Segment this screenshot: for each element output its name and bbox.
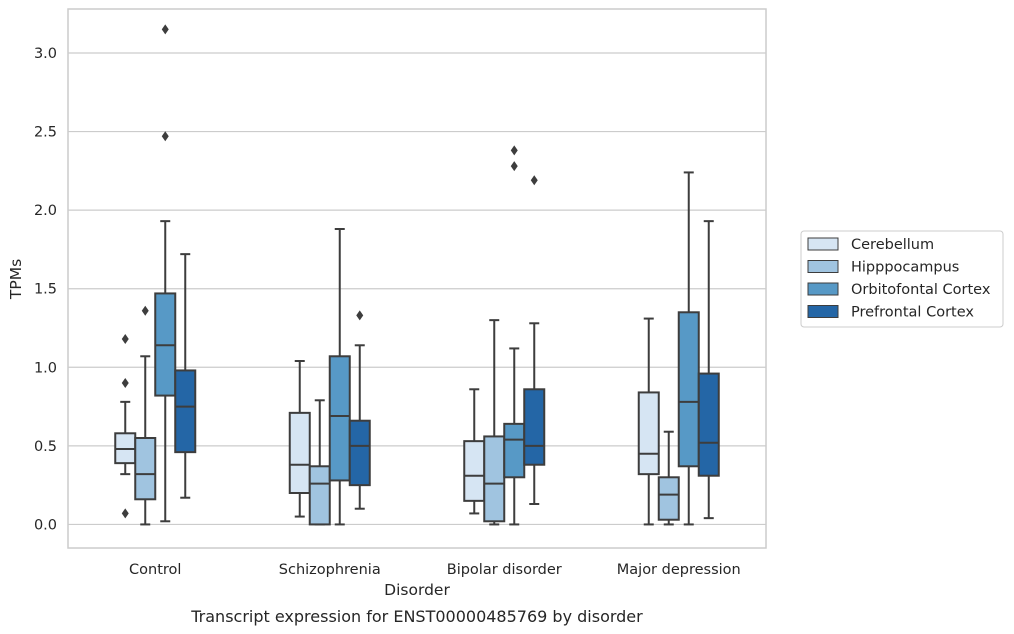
box-prefrontal-cortex (697, 220, 720, 520)
x-axis-label: Disorder (384, 581, 450, 599)
legend-swatch (807, 282, 839, 296)
x-tick-label: Schizophrenia (279, 562, 381, 578)
box-body (348, 419, 371, 487)
box-orbitofontal-cortex (677, 171, 700, 526)
grid-lines (68, 52, 766, 526)
legend: Cerebellum Hipppocampus Orbitofontal Corte… (800, 230, 1004, 328)
box-hipppocampus (483, 319, 506, 526)
outlier-point (121, 508, 129, 519)
outlier-point (161, 131, 169, 142)
legend-label: Orbitofontal Cortex (851, 282, 991, 298)
x-tick-label: Bipolar disorder (447, 562, 562, 578)
box-body (697, 372, 720, 477)
box-hipppocampus (134, 305, 157, 526)
outlier-point (161, 24, 169, 35)
y-tick-label: 2.0 (34, 203, 57, 219)
box-body (308, 465, 331, 526)
box-body (637, 391, 660, 476)
y-tick-label: 1.0 (34, 360, 57, 376)
legend-label: Hipppocampus (851, 260, 959, 276)
box-body (677, 311, 700, 468)
box-hipppocampus (657, 430, 680, 526)
box-body (483, 435, 506, 523)
legend-swatch (807, 237, 839, 251)
box-body (328, 355, 351, 482)
y-tick-label: 1.5 (34, 282, 57, 298)
box-orbitofontal-cortex (503, 145, 526, 526)
box-cerebellum (288, 360, 311, 518)
box-body (134, 437, 157, 501)
chart-caption: Transcript expression for ENST0000048576… (190, 607, 643, 626)
box-orbitofontal-cortex (328, 228, 351, 526)
outlier-point (141, 305, 149, 316)
y-tick-label: 2.5 (34, 125, 57, 141)
legend-label: Prefrontal Cortex (851, 305, 974, 321)
box-prefrontal-cortex (523, 175, 546, 505)
box-body (523, 388, 546, 466)
outlier-point (510, 145, 518, 156)
x-tick-labels: Control Schizophrenia Bipolar disorder Majo… (129, 562, 741, 578)
box-orbitofontal-cortex (154, 24, 177, 523)
box-cerebellum (637, 317, 660, 526)
legend-swatch (807, 260, 839, 273)
box-prefrontal-cortex (348, 310, 371, 510)
outlier-point (510, 161, 518, 172)
outlier-point (121, 378, 129, 388)
box-body (657, 476, 680, 521)
box-cerebellum (463, 388, 486, 515)
y-tick-label: 0.5 (34, 439, 57, 455)
outlier-point (356, 310, 364, 321)
plot-frame (67, 8, 767, 549)
legend-label: Cerebellum (851, 237, 934, 253)
x-tick-label: Control (129, 562, 181, 578)
y-tick-label: 3.0 (34, 46, 57, 62)
x-tick-label: Major depression (617, 562, 741, 578)
box-cerebellum (114, 334, 137, 519)
box-body (503, 422, 526, 479)
box-plots (114, 24, 720, 526)
legend-swatch (807, 305, 839, 318)
outlier-point (530, 175, 538, 186)
legend-frame (800, 230, 1004, 328)
outlier-point (121, 334, 129, 344)
y-axis-label: TPMs (7, 259, 25, 300)
box-body (174, 369, 197, 454)
box-prefrontal-cortex (174, 253, 197, 499)
box-hipppocampus (308, 399, 331, 526)
box-body (288, 411, 311, 495)
box-body (463, 440, 486, 502)
y-tick-labels: 0.0 0.5 1.0 1.5 2.0 2.5 3.0 (34, 46, 57, 533)
y-tick-label: 0.0 (34, 517, 57, 533)
